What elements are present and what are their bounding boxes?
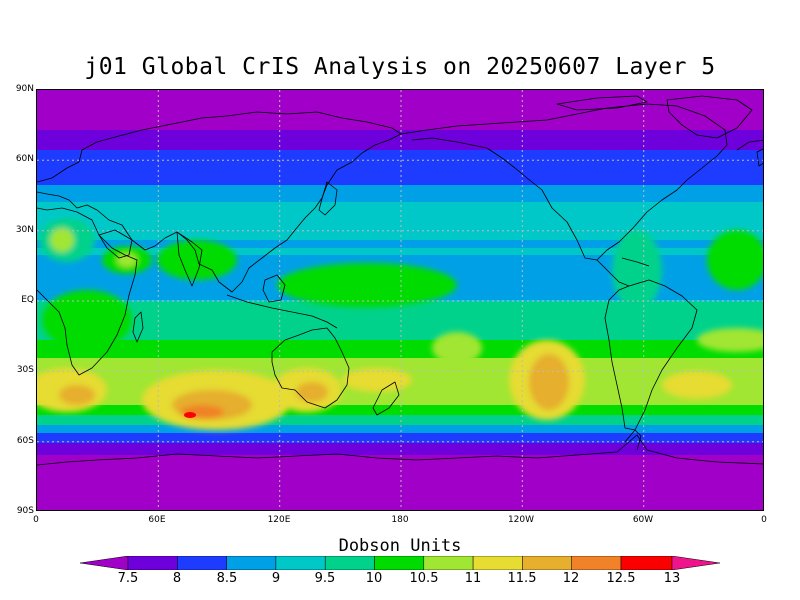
colorbar-high-arrow [671,556,720,570]
coast-europe-west [736,139,763,151]
lon-label-0-east: 0 [761,515,767,525]
coast-madagascar [132,311,144,343]
lon-label-0-west: 0 [33,515,39,525]
colorbar [80,556,720,570]
colorbar-label-11-5: 11.5 [507,571,537,586]
colorbar-bin-2 [177,556,227,570]
coast-antarctic-peninsula [624,429,642,451]
coast-central-america [596,259,630,287]
lat-label-eq: EQ [21,295,34,305]
colorbar-label-11: 11 [464,571,482,586]
colorbar-bin-9 [522,556,572,570]
coast-new-zealand [372,381,400,416]
colorbar-bin-10 [571,556,622,570]
lat-lon-grid [37,90,763,510]
coast-caribbean [621,257,650,267]
colorbar-bin-4 [275,556,326,570]
coast-australia [271,327,350,409]
band-south-8b [37,443,763,455]
lon-label-60e: 60E [148,515,166,525]
lat-label-90n: 90N [15,84,34,94]
lat-label-90s: 90S [16,506,34,516]
lon-label-120w: 120W [507,515,535,525]
coast-antarctica [37,434,763,466]
coast-indonesia [226,294,338,329]
coast-eurasia [37,111,402,293]
colorbar-bin-3 [226,556,277,570]
coast-arabia [98,229,133,259]
lat-label-60n: 60N [15,154,34,164]
coast-north-america [400,103,728,261]
lat-label-60s: 60S [16,436,34,446]
colorbar-label-9: 9 [271,571,281,586]
ozone-map-canvas [37,90,763,510]
lon-label-180: 180 [391,515,409,525]
band-south-9b [37,425,763,435]
band-north-8 [37,130,763,152]
lat-label-30n: 30N [15,225,34,235]
coast-south-america [604,279,698,431]
colorbar-bin-11 [620,556,673,570]
colorbar-low-arrow [80,556,129,570]
coast-borneo [262,274,286,303]
colorbar-label-8: 8 [172,571,182,586]
band-sub-9 [37,240,763,250]
colorbar-label-10-5: 10.5 [409,571,439,586]
colorbar-bin-7 [423,556,474,570]
coast-greenland [666,95,753,139]
colorbar-label-10: 10 [365,571,383,586]
max-ozone-spot [184,412,196,418]
colorbar-bin-1 [127,556,178,570]
ozone-anomalies [37,218,763,430]
colorbar-label-7-5: 7.5 [117,571,139,586]
colorbar-label-8-5: 8.5 [216,571,238,586]
colorbar-label-13: 13 [663,571,681,586]
lat-label-30s: 30S [16,365,34,375]
colorbar-bin-5 [324,556,375,570]
coast-arctic-islands [556,95,648,111]
colorbar-title: Dobson Units [338,536,462,556]
colorbar-bin-6 [374,556,425,570]
colorbar-label-12-5: 12.5 [606,571,636,586]
coastlines [37,95,763,466]
coast-uk [756,148,763,167]
map-title: j01 Global CrIS Analysis on 20250607 Lay… [84,54,716,80]
colorbar-label-9-5: 9.5 [314,571,336,586]
colorbar-bin-8 [472,556,523,570]
coast-japan [318,181,338,216]
ozone-map [36,89,764,511]
lon-label-120e: 120E [267,515,291,525]
coast-africa [37,207,138,376]
lon-label-60w: 60W [632,515,654,525]
coast-india [176,231,203,287]
colorbar-label-12: 12 [562,571,580,586]
